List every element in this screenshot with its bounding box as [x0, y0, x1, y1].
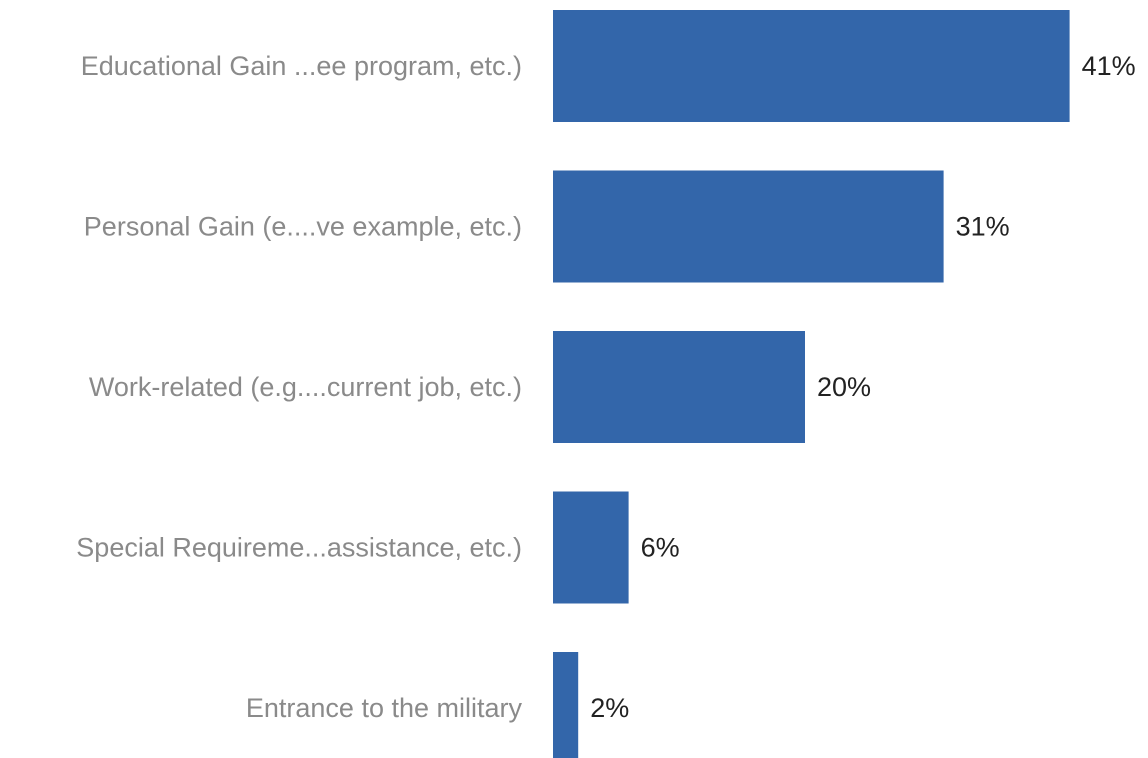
value-label-0: 41% [1082, 51, 1136, 81]
bar-2 [553, 331, 805, 443]
category-label-4: Entrance to the military [246, 693, 523, 723]
value-label-4: 2% [590, 693, 629, 723]
category-label-1: Personal Gain (e....ve example, etc.) [84, 212, 522, 242]
value-label-3: 6% [641, 533, 680, 563]
bar-4 [553, 652, 578, 758]
bar-3 [553, 492, 629, 604]
category-label-0: Educational Gain ...ee program, etc.) [81, 51, 522, 81]
category-label-2: Work-related (e.g....current job, etc.) [89, 372, 522, 402]
bar-1 [553, 171, 944, 283]
value-label-2: 20% [817, 372, 871, 402]
category-label-3: Special Requireme...assistance, etc.) [76, 533, 522, 563]
bar-0 [553, 10, 1070, 122]
value-label-1: 31% [956, 212, 1010, 242]
